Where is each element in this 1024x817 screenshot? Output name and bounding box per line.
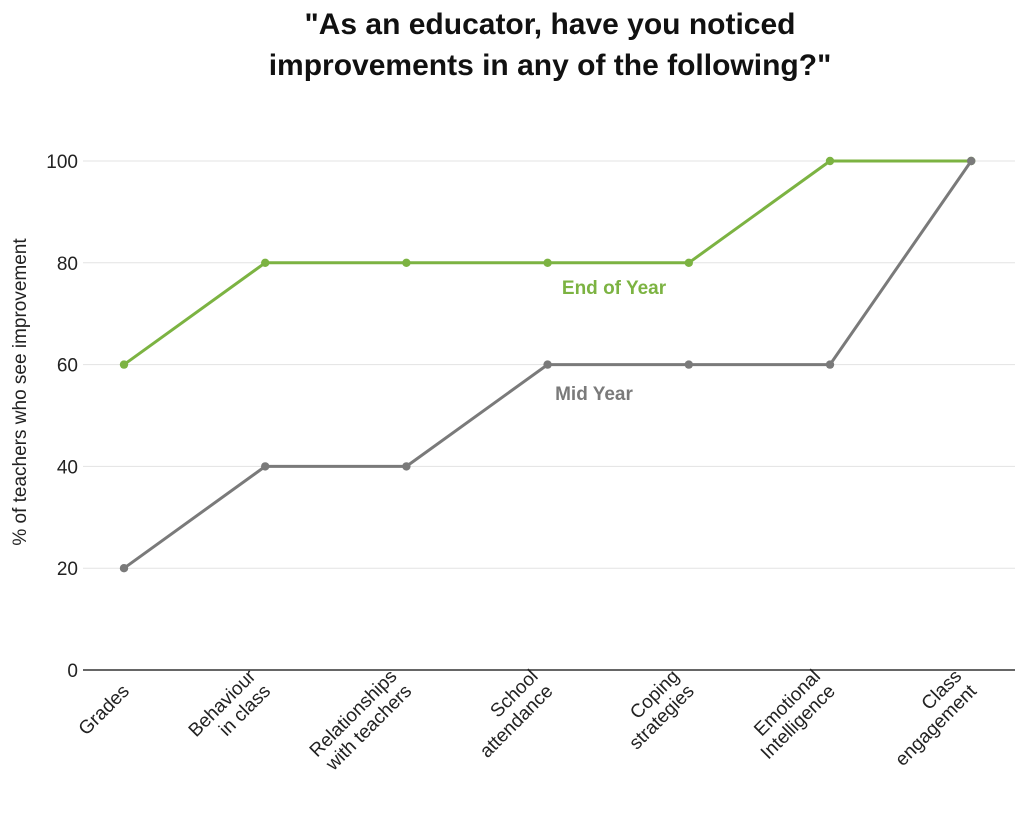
series-mid-year	[119, 156, 976, 573]
data-point	[402, 258, 411, 267]
y-tick-label: 20	[57, 559, 78, 580]
y-tick-label: 100	[46, 152, 78, 173]
data-point	[684, 258, 693, 267]
series-labels: End of Year Mid Year	[555, 278, 667, 405]
y-tick-label: 80	[57, 254, 78, 275]
x-tick-label: Copingstrategies	[611, 666, 699, 754]
series-label: Mid Year	[555, 384, 633, 405]
data-point	[119, 564, 129, 573]
x-tick-label: Classengagement	[877, 666, 982, 771]
series-group	[119, 156, 976, 573]
data-point	[119, 360, 129, 369]
chart-title: "As an educator, have you noticed improv…	[269, 8, 832, 82]
chart-title-line-1: "As an educator, have you noticed	[304, 8, 795, 41]
y-axis-label: % of teachers who see improvement	[10, 238, 31, 546]
x-tick-label-line: Grades	[75, 681, 134, 740]
x-tick-label: EmotionalIntelligence	[742, 666, 840, 764]
data-point	[684, 360, 693, 369]
x-axis-categories: Grades Behaviourin class Relationshipswith…	[75, 666, 982, 776]
data-point	[402, 462, 411, 471]
chart-title-line-2: improvements in any of the following?"	[269, 49, 832, 82]
y-axis-ticks: 0 20 40 60 80 100	[46, 152, 78, 682]
data-point	[543, 258, 552, 267]
data-point	[261, 258, 270, 267]
x-tick-label: Behaviourin class	[185, 666, 276, 757]
data-point	[825, 156, 835, 166]
data-point	[543, 360, 552, 369]
data-point	[825, 360, 835, 369]
x-tick-label: Schoolattendance	[461, 666, 557, 762]
gridlines	[83, 160, 1015, 671]
data-point	[261, 462, 270, 471]
x-tick-label: Relationshipswith teachers	[306, 666, 416, 776]
y-tick-label: 0	[67, 661, 78, 682]
data-point	[967, 156, 976, 166]
x-tick-label: Grades	[75, 681, 134, 740]
y-tick-label: 60	[57, 356, 78, 377]
y-tick-label: 40	[57, 457, 78, 478]
series-label: End of Year	[562, 278, 667, 299]
series-end-of-year	[119, 156, 976, 369]
